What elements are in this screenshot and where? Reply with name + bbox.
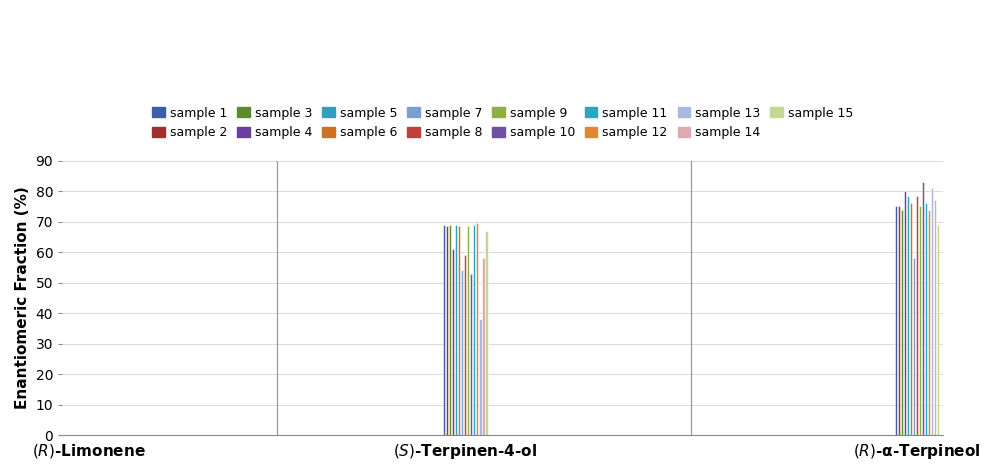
Bar	[919, 207, 921, 435]
Bar	[467, 226, 470, 435]
Bar	[470, 274, 473, 435]
Bar	[486, 231, 488, 435]
Bar	[895, 207, 897, 435]
Bar	[464, 255, 467, 435]
Bar	[901, 209, 903, 435]
Bar	[904, 191, 906, 435]
Bar	[452, 249, 455, 435]
Bar	[913, 258, 915, 435]
Bar	[937, 225, 939, 435]
Bar	[483, 258, 485, 435]
Bar	[898, 207, 900, 435]
Bar	[449, 225, 452, 435]
Y-axis label: Enantiomeric Fraction (%): Enantiomeric Fraction (%)	[15, 187, 30, 409]
Bar	[925, 203, 927, 435]
Bar	[458, 226, 461, 435]
Bar	[461, 270, 464, 435]
Bar	[479, 319, 482, 435]
Bar	[928, 209, 930, 435]
Bar	[907, 196, 909, 435]
Legend: sample 1, sample 2, sample 3, sample 4, sample 5, sample 6, sample 7, sample 8, : sample 1, sample 2, sample 3, sample 4, …	[153, 107, 853, 139]
Bar	[476, 223, 479, 435]
Bar	[922, 182, 924, 435]
Bar	[443, 225, 446, 435]
Bar	[931, 188, 933, 435]
Bar	[473, 225, 476, 435]
Bar	[916, 196, 918, 435]
Bar	[455, 225, 458, 435]
Bar	[910, 203, 912, 435]
Bar	[934, 200, 936, 435]
Bar	[446, 226, 449, 435]
